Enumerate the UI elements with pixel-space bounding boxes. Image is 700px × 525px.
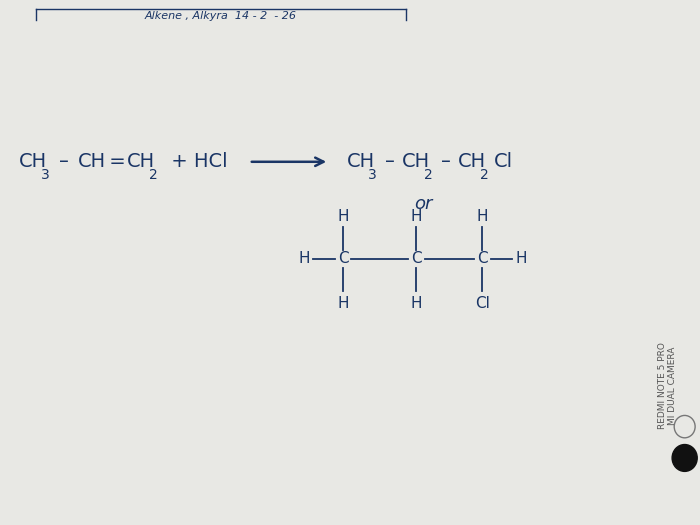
Text: =: = (103, 152, 132, 171)
Text: 2: 2 (424, 168, 433, 182)
Text: H: H (410, 209, 422, 225)
Text: H: H (410, 296, 422, 311)
Text: H: H (477, 209, 488, 225)
Text: –: – (385, 152, 395, 171)
Text: Cl: Cl (475, 296, 490, 311)
Text: CH: CH (402, 152, 430, 171)
Text: 2: 2 (149, 168, 158, 182)
Text: REDMI NOTE 5 PRO
MI DUAL CAMERA: REDMI NOTE 5 PRO MI DUAL CAMERA (657, 342, 677, 429)
Text: Alkene , Alkyra  14 - 2  - 26: Alkene , Alkyra 14 - 2 - 26 (145, 12, 297, 22)
Text: CH: CH (127, 152, 155, 171)
Text: –: – (440, 152, 451, 171)
Text: 3: 3 (368, 168, 377, 182)
Text: Cl: Cl (494, 152, 514, 171)
Text: H: H (515, 251, 526, 266)
Text: CH: CH (78, 152, 106, 171)
Text: CH: CH (346, 152, 374, 171)
Text: C: C (411, 251, 421, 266)
Text: –: – (59, 152, 69, 171)
Text: 2: 2 (480, 168, 489, 182)
Text: C: C (337, 251, 349, 266)
Text: or: or (414, 195, 433, 213)
Text: CH: CH (19, 152, 47, 171)
Text: 3: 3 (41, 168, 50, 182)
Text: + HCl: + HCl (165, 152, 228, 171)
Text: CH: CH (458, 152, 486, 171)
Circle shape (672, 445, 697, 471)
Text: H: H (337, 296, 349, 311)
Text: H: H (337, 209, 349, 225)
Text: H: H (299, 251, 310, 266)
Text: C: C (477, 251, 488, 266)
